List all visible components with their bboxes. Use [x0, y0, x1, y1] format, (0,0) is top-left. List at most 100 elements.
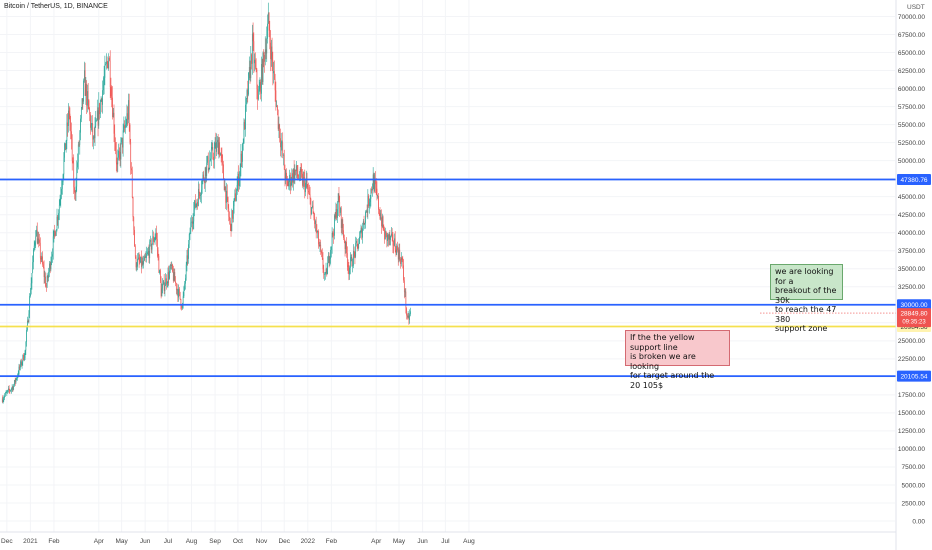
- candle: [226, 182, 227, 211]
- candle: [283, 153, 284, 166]
- candle-body: [311, 207, 312, 215]
- candle-body: [347, 265, 349, 268]
- candle: [140, 256, 141, 264]
- candle: [407, 311, 409, 319]
- candle: [47, 274, 49, 283]
- candle: [170, 262, 172, 270]
- candle-body: [283, 154, 285, 170]
- candle: [232, 200, 234, 223]
- candle: [198, 181, 199, 207]
- candle-body: [22, 354, 24, 363]
- candle: [245, 98, 247, 112]
- candle: [391, 226, 392, 238]
- y-tick-label: 60000.00: [898, 86, 925, 93]
- candle-body: [198, 188, 200, 193]
- candle: [123, 116, 125, 133]
- candle-body: [23, 357, 25, 361]
- candle-body: [200, 194, 201, 196]
- candle: [206, 155, 208, 182]
- candle: [69, 107, 71, 131]
- candle: [31, 272, 33, 290]
- candle-body: [300, 168, 302, 172]
- candle-body: [214, 142, 216, 149]
- candle: [365, 210, 366, 229]
- candle: [376, 181, 378, 201]
- candle-body: [136, 266, 138, 268]
- candle-body: [10, 390, 11, 391]
- candle-body: [12, 386, 14, 390]
- annotation-target-note[interactable]: If the the yellow support line is broken…: [625, 330, 730, 390]
- candle-body: [393, 245, 395, 246]
- candle-body: [335, 209, 337, 218]
- candle: [317, 230, 319, 239]
- candle-body: [269, 30, 271, 43]
- candle: [138, 252, 140, 268]
- candle-body: [408, 315, 410, 321]
- candle: [121, 137, 122, 145]
- candle: [251, 53, 252, 70]
- candle: [192, 213, 194, 230]
- candle-body: [180, 299, 182, 307]
- candle: [55, 229, 57, 236]
- candle-body: [133, 217, 135, 230]
- candle-body: [381, 216, 383, 227]
- candle-body: [181, 306, 182, 309]
- candle: [82, 97, 84, 110]
- candle: [296, 160, 297, 179]
- candle-body: [185, 264, 187, 279]
- y-tick-label: 40000.00: [898, 230, 925, 237]
- candle-body: [323, 269, 325, 275]
- candle-body: [59, 198, 61, 206]
- candle: [377, 194, 379, 199]
- horizontal-levels[interactable]: [0, 178, 896, 377]
- candle-body: [389, 234, 391, 240]
- candle: [212, 142, 214, 160]
- candle-body: [21, 362, 23, 366]
- candle-body: [245, 104, 246, 130]
- candle-body: [125, 124, 126, 129]
- time-axis[interactable]: Dec 2021 Feb Apr May Jun Jul Aug Sep Oct Nov Dec 202…: [0, 531, 896, 545]
- candle-body: [20, 361, 21, 368]
- candle-body: [87, 91, 89, 101]
- candle: [73, 154, 75, 194]
- candle-body: [188, 244, 189, 259]
- candle-body: [308, 192, 310, 195]
- candle: [38, 231, 40, 248]
- candle-body: [190, 222, 192, 234]
- candle-body: [49, 263, 51, 270]
- x-tick-label: Nov: [256, 538, 268, 545]
- candle: [10, 389, 11, 392]
- candle: [103, 76, 104, 95]
- price-axis[interactable]: USDT 70000.00 67500.00 65000.00 62500.00 6000…: [895, 0, 925, 550]
- candle: [23, 353, 25, 362]
- candle: [125, 116, 126, 134]
- candle: [306, 172, 308, 190]
- candle: [198, 183, 200, 199]
- candle: [100, 96, 102, 102]
- current-price-label-bg: [897, 308, 931, 328]
- candle: [156, 232, 158, 258]
- candle: [137, 252, 139, 260]
- candle: [338, 186, 340, 203]
- candle: [381, 213, 383, 228]
- candle-body: [193, 209, 195, 222]
- candle-body: [339, 202, 341, 213]
- candle: [358, 238, 360, 251]
- candle-body: [392, 234, 394, 246]
- candle: [313, 211, 315, 221]
- candle-body: [296, 165, 298, 175]
- candle: [162, 278, 163, 294]
- candle-body: [303, 177, 305, 179]
- candle: [155, 228, 157, 241]
- annotation-breakout-note[interactable]: we are looking for a breakout of the 30k…: [770, 264, 843, 333]
- candle-body: [40, 257, 42, 260]
- candle-body: [334, 215, 335, 236]
- candle: [90, 115, 92, 131]
- candle-body: [33, 245, 35, 250]
- candle-body: [97, 110, 99, 126]
- candle-body: [125, 124, 127, 125]
- candle: [74, 178, 75, 200]
- candle: [98, 92, 100, 129]
- candle-body: [209, 160, 211, 168]
